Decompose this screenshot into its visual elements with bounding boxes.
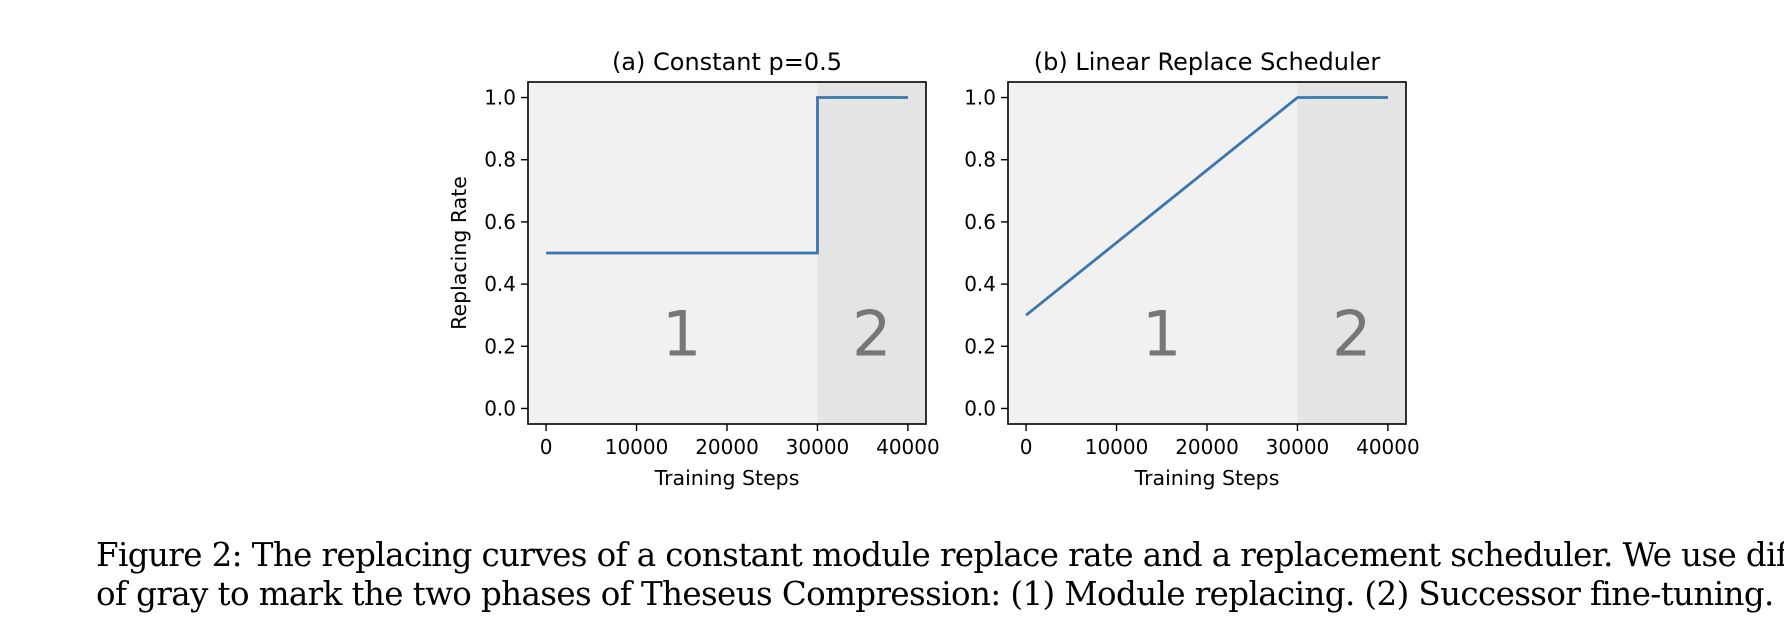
chart-title: (b) Linear Replace Scheduler <box>1034 48 1381 76</box>
y-tick-label: 0.4 <box>484 272 516 296</box>
figure-caption: Figure 2: The replacing curves of a cons… <box>96 536 1784 614</box>
x-tick-label: 30000 <box>786 435 850 459</box>
y-tick-label: 0.8 <box>964 148 996 172</box>
figure-panels: 1 2 0 10000 20000 30000 40000 0.0 0.2 0.4 0.6 0.8 1.… <box>447 48 1420 490</box>
x-tick-label: 40000 <box>1356 435 1420 459</box>
x-tick-label: 40000 <box>876 435 940 459</box>
y-tick-label: 0.6 <box>484 210 516 234</box>
y-tick-label: 0.2 <box>484 334 516 358</box>
y-tick-label: 0.8 <box>484 148 516 172</box>
y-tick-label: 1.0 <box>964 86 996 110</box>
y-axis-label: Replacing Rate <box>447 176 471 330</box>
y-tick-label: 0.6 <box>964 210 996 234</box>
x-tick-label: 10000 <box>1085 435 1149 459</box>
x-tick-label: 0 <box>540 435 553 459</box>
phase-region-2 <box>817 82 926 424</box>
x-tick-label: 10000 <box>605 435 669 459</box>
y-tick-label: 0.4 <box>964 272 996 296</box>
chart-panel-a: 1 2 0 10000 20000 30000 40000 0.0 0.2 0.4 0.6 0.8 1.… <box>447 48 940 490</box>
phase-label-1: 1 <box>1142 298 1181 371</box>
series-line-1 <box>546 96 908 255</box>
phase-label-2: 2 <box>1332 298 1371 371</box>
chart-title: (a) Constant p=0.5 <box>612 48 842 76</box>
y-tick-label: 1.0 <box>484 86 516 110</box>
caption-line-2: of gray to mark the two phases of Theseu… <box>96 575 1774 613</box>
y-tick-label: 0.2 <box>964 334 996 358</box>
x-tick-label: 0 <box>1020 435 1033 459</box>
phase-region-1 <box>1008 82 1298 424</box>
x-tick-label: 20000 <box>695 435 759 459</box>
x-tick-label: 30000 <box>1266 435 1330 459</box>
y-tick-label: 0.0 <box>964 396 996 420</box>
phase-label-1: 1 <box>662 298 701 371</box>
y-tick-label: 0.0 <box>484 396 516 420</box>
phase-label-2: 2 <box>852 298 891 371</box>
caption-line-1: Figure 2: The replacing curves of a cons… <box>96 536 1784 574</box>
phase-region-2 <box>1297 82 1406 424</box>
x-axis-label: Training Steps <box>1134 466 1280 490</box>
chart-panel-b: 1 2 0 10000 20000 30000 40000 0.0 0.2 0.4 0.6 0.8 1.… <box>964 48 1420 490</box>
series-line-1 <box>1025 96 1388 317</box>
x-axis-label: Training Steps <box>654 466 800 490</box>
x-tick-label: 20000 <box>1175 435 1239 459</box>
